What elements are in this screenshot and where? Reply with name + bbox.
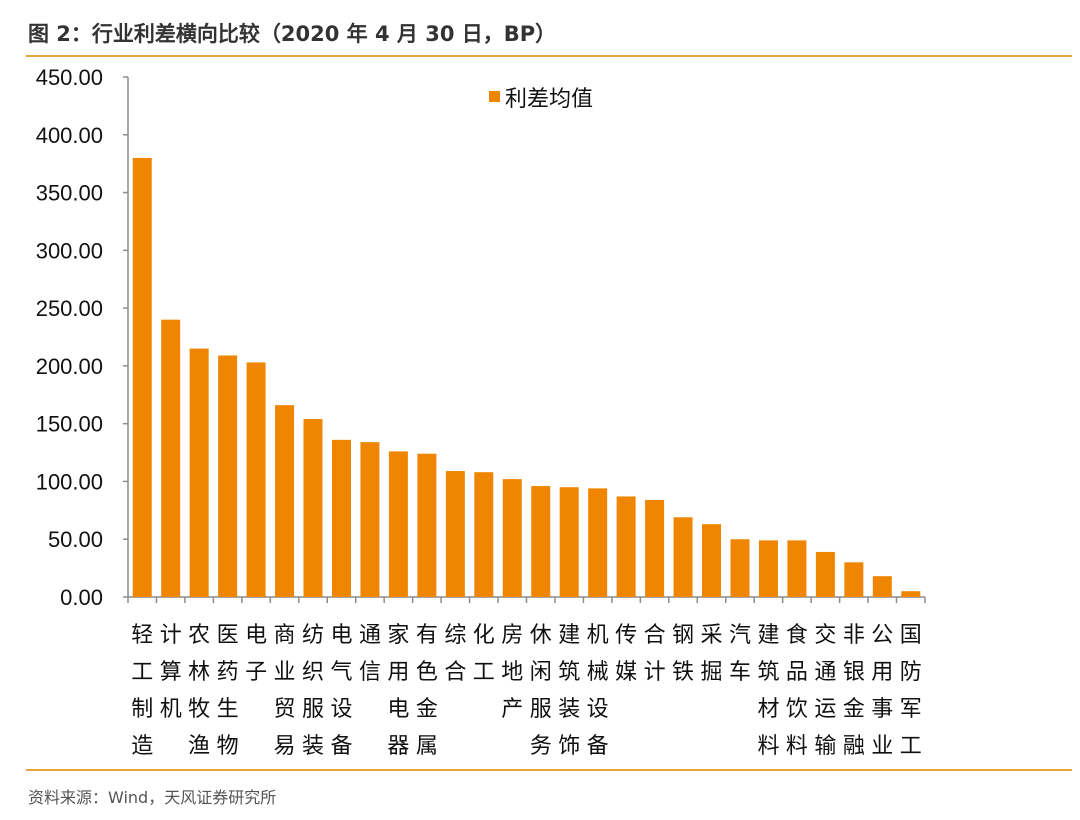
y-tick-label: 50.00 — [48, 527, 103, 552]
y-tick-label: 200.00 — [36, 354, 103, 379]
x-tick-label: 商业贸易 — [274, 623, 296, 759]
x-tick-label: 汽车 — [729, 623, 751, 685]
bar — [758, 540, 778, 597]
x-tick-label: 采掘 — [701, 623, 723, 685]
x-tick-label: 食品饮料 — [786, 623, 808, 759]
bar — [588, 488, 608, 597]
bar — [502, 479, 522, 597]
y-tick-label: 300.00 — [36, 238, 103, 263]
x-tick-label: 家用电器 — [387, 623, 409, 759]
y-tick-label: 100.00 — [36, 469, 103, 494]
bar — [161, 319, 181, 597]
figure-title: 图 2：行业利差横向比较（2020 年 4 月 30 日，BP） — [28, 22, 557, 46]
x-tick-label: 非银金融 — [843, 623, 865, 759]
x-tick-label: 电子 — [245, 623, 267, 685]
x-tick-label: 农林牧渔 — [188, 623, 210, 759]
x-tick-label: 建筑材料 — [757, 623, 779, 759]
y-tick-label: 0.00 — [60, 585, 103, 610]
x-tick-label: 医药生物 — [217, 623, 239, 759]
bar — [787, 540, 807, 597]
bar — [531, 486, 551, 597]
bar — [815, 551, 835, 597]
x-tick-label: 传媒 — [615, 623, 637, 685]
y-tick-label: 400.00 — [36, 123, 103, 148]
bar — [616, 496, 636, 597]
x-tick-label: 国防军工 — [900, 623, 922, 759]
y-tick-label: 450.00 — [36, 65, 103, 90]
x-tick-label: 钢铁 — [672, 623, 694, 685]
x-tick-label: 化工 — [473, 623, 495, 685]
bar — [189, 348, 209, 597]
bar — [645, 499, 665, 597]
x-tick-label: 休闲服务 — [530, 623, 552, 759]
x-tick-label: 纺织服装 — [302, 623, 324, 759]
bar — [730, 539, 750, 597]
bar — [445, 471, 465, 597]
bar — [275, 405, 295, 597]
x-tick-label: 有色金属 — [416, 623, 438, 759]
x-tick-label: 通信 — [359, 623, 381, 685]
x-tick-label: 合计 — [644, 623, 666, 685]
title-rule — [26, 55, 1072, 57]
source-note: 资料来源：Wind，天风证券研究所 — [28, 788, 277, 807]
bar — [673, 517, 693, 597]
legend-swatch — [489, 91, 500, 102]
bar — [218, 355, 238, 597]
bar — [417, 453, 437, 597]
x-tick-label: 电气设备 — [330, 623, 352, 759]
bar — [474, 472, 494, 597]
x-tick-label: 综合 — [444, 623, 466, 685]
x-tick-label: 建筑装饰 — [558, 623, 580, 759]
bar — [844, 562, 864, 597]
bar — [132, 157, 152, 597]
y-tick-label: 150.00 — [36, 412, 103, 437]
bar — [872, 576, 892, 597]
bar — [702, 524, 722, 597]
x-tick-label: 交通运输 — [814, 623, 836, 759]
bar — [360, 442, 380, 597]
bar — [901, 591, 921, 597]
y-tick-label: 250.00 — [36, 296, 103, 321]
bar — [246, 362, 266, 597]
y-tick-label: 350.00 — [36, 181, 103, 206]
bar — [388, 451, 408, 597]
bar — [331, 439, 351, 597]
bar — [303, 419, 323, 597]
x-tick-label: 轻工制造 — [131, 623, 153, 759]
x-tick-label: 公用事业 — [871, 623, 893, 759]
x-tick-label: 房地产 — [501, 623, 523, 722]
source-rule — [26, 769, 1072, 771]
bar — [559, 487, 579, 597]
x-tick-label: 计算机 — [160, 623, 182, 722]
legend-label: 利差均值 — [505, 87, 593, 112]
x-tick-label: 机械设备 — [587, 623, 609, 759]
